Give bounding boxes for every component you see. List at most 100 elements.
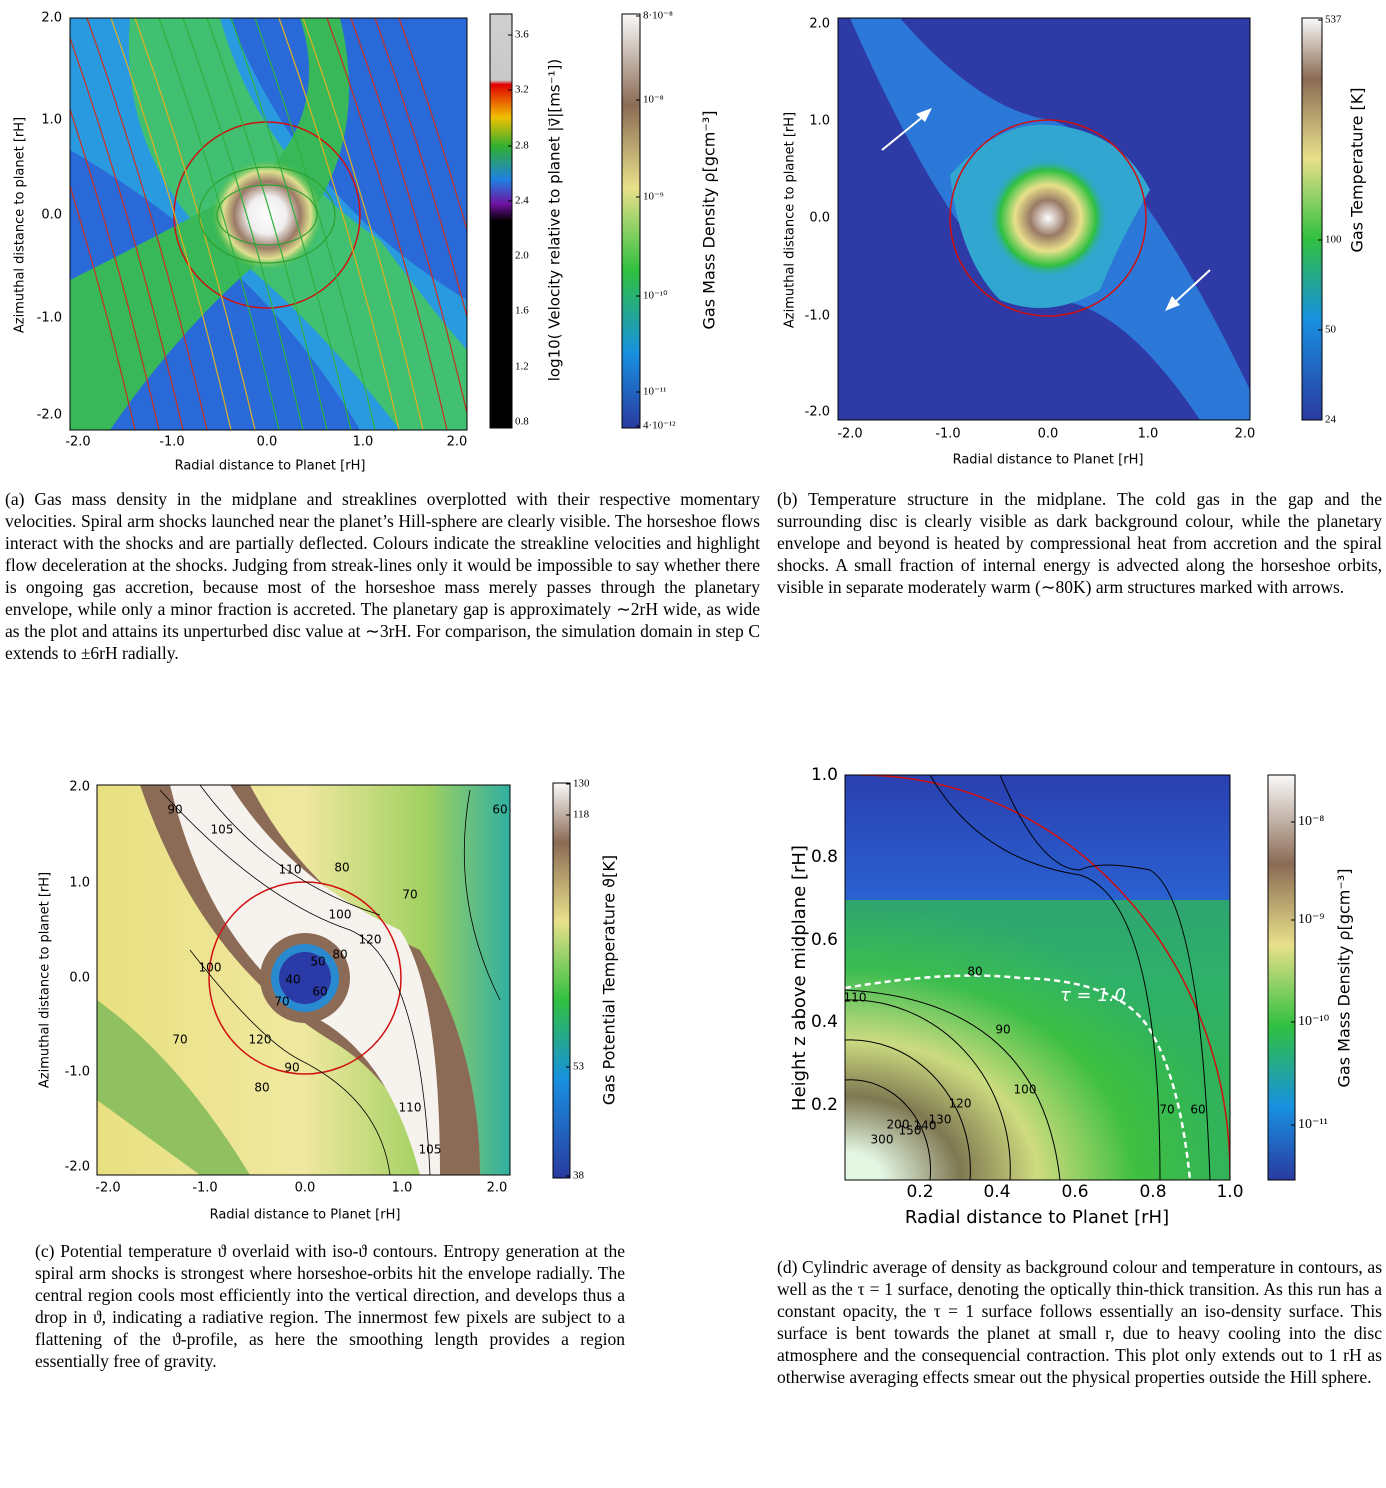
contour-label: 90 <box>284 1061 299 1075</box>
y-tick-label: -1.0 <box>805 309 830 324</box>
y-tick-label: 0.2 <box>811 1095 838 1115</box>
caption: (d) Cylindric average of density as back… <box>777 1257 1382 1387</box>
colorbar-tick-label: 53 <box>573 1061 585 1073</box>
colorbar <box>552 782 571 1179</box>
y-tick-label: 0.8 <box>811 847 838 867</box>
y-tick-label: 0.0 <box>69 971 90 986</box>
colorbar-label: Gas Mass Density ρ[gcm⁻³] <box>700 111 719 330</box>
y-tick-label: 0.0 <box>41 208 62 223</box>
colorbar-tick-label: 10⁻⁸ <box>643 94 664 106</box>
contour-label: 40 <box>285 973 300 987</box>
streakline <box>206 18 328 430</box>
streakline <box>278 18 400 430</box>
contour-label: 120 <box>249 1033 272 1047</box>
x-tick-label: -2.0 <box>837 427 862 442</box>
colorbar-tick-label: 0.8 <box>515 416 529 428</box>
streakline <box>254 18 376 430</box>
streakline <box>70 183 136 430</box>
panel-b-frame <box>837 17 1251 421</box>
y-tick-label: 0.4 <box>811 1012 838 1032</box>
x-axis-label: Radial distance to Planet [rH] <box>953 453 1144 468</box>
x-axis-label: Radial distance to Planet [rH] <box>210 1208 401 1223</box>
x-tick-label: 1.0 <box>1138 427 1159 442</box>
contour-label: 110 <box>399 1101 422 1115</box>
panel-b-image <box>838 18 1250 420</box>
x-tick-label: 2.0 <box>447 435 468 450</box>
colorbar-tick-label: 4·10⁻¹² <box>643 420 676 432</box>
y-tick-label: -2.0 <box>805 405 830 420</box>
y-tick-label: -1.0 <box>65 1065 90 1080</box>
contour-label: 100 <box>199 961 222 975</box>
x-tick-label: 2.0 <box>1235 427 1256 442</box>
streakline <box>86 18 208 430</box>
contour-label: 120 <box>359 933 382 947</box>
streakline <box>134 18 256 430</box>
colorbar-tick-label: 10⁻¹⁰ <box>1298 1014 1330 1029</box>
panel-d-image <box>845 775 1230 1180</box>
caption: (a) Gas mass density in the midplane and… <box>5 489 760 663</box>
x-tick-label: -1.0 <box>159 435 184 450</box>
panel-d-frame <box>844 774 1231 1181</box>
colorbar-tick-label: 100 <box>1325 234 1342 246</box>
streakline <box>216 184 318 246</box>
panel-a-frame <box>69 17 468 431</box>
colorbar <box>621 13 641 429</box>
streakline <box>326 18 448 430</box>
colorbar-tick-label: 50 <box>1325 324 1337 336</box>
contour-label: 70 <box>274 995 289 1009</box>
caption: (b) Temperature structure in the midplan… <box>777 489 1382 597</box>
x-tick-label: 0.0 <box>257 435 278 450</box>
contour-label: 300 <box>871 1133 894 1147</box>
contour-label: 50 <box>310 955 325 969</box>
colorbar-tick-label: 10⁻¹¹ <box>643 386 666 398</box>
colorbar-tick-label: 2.0 <box>515 250 529 262</box>
contour-label: 200 <box>887 1118 910 1132</box>
x-tick-label: -1.0 <box>935 427 960 442</box>
contour-label: 80 <box>332 948 347 962</box>
y-tick-label: 2.0 <box>41 11 62 26</box>
contour-label: 70 <box>1159 1103 1174 1117</box>
colorbar-tick-label: 10⁻⁹ <box>1298 912 1324 927</box>
colorbar-tick-label: 537 <box>1325 14 1342 26</box>
colorbar-label: Gas Mass Density ρ[gcm⁻³] <box>1335 869 1354 1088</box>
colorbar-tick-label: 118 <box>573 809 590 821</box>
streakline <box>374 18 467 320</box>
colorbar-tick-label: 1.2 <box>515 361 529 373</box>
x-tick-label: 0.4 <box>983 1182 1010 1202</box>
panel-a-image <box>70 18 467 430</box>
colorbar <box>489 13 513 429</box>
contour-label: 80 <box>334 861 349 875</box>
contour-label: 105 <box>211 823 234 837</box>
x-tick-label: -2.0 <box>65 435 90 450</box>
contour-label: 150 <box>899 1124 922 1138</box>
y-tick-label: -2.0 <box>65 1160 90 1175</box>
colorbar-tick-label: 24 <box>1325 414 1337 426</box>
y-tick-label: 1.0 <box>811 765 838 785</box>
colorbar-tick-label: 3.2 <box>515 84 529 96</box>
contour-label: 80 <box>967 965 982 979</box>
y-axis-label: Azimuthal distance to planet [rH] <box>783 112 798 328</box>
colorbar <box>1301 17 1323 421</box>
x-tick-label: 1.0 <box>392 1181 413 1196</box>
contour-label: 60 <box>492 803 507 817</box>
y-axis-label: Azimuthal distance to planet [rH] <box>13 117 28 333</box>
y-tick-label: -1.0 <box>37 311 62 326</box>
x-tick-label: 0.6 <box>1061 1182 1088 1202</box>
colorbar-tick-label: 2.4 <box>515 195 529 207</box>
y-tick-label: 0.6 <box>811 930 838 950</box>
contour-label: 140 <box>914 1119 937 1133</box>
streakline <box>398 18 467 233</box>
x-tick-label: 1.0 <box>353 435 374 450</box>
colorbar-label: log10( Velocity relative to planet |v⃗|[… <box>546 59 564 382</box>
contour-label: 120 <box>949 1097 972 1111</box>
streakline <box>230 18 352 430</box>
y-axis-label: Height z above midplane [rH] <box>789 845 810 1111</box>
streakline <box>182 18 304 430</box>
colorbar-tick-label: 10⁻¹⁰ <box>643 290 668 302</box>
y-tick-label: 1.0 <box>809 114 830 129</box>
x-tick-label: 2.0 <box>487 1181 508 1196</box>
y-tick-label: 1.0 <box>69 876 90 891</box>
x-tick-label: 1.0 <box>1216 1182 1243 1202</box>
y-tick-label: 1.0 <box>41 113 62 128</box>
colorbar <box>1267 774 1296 1181</box>
